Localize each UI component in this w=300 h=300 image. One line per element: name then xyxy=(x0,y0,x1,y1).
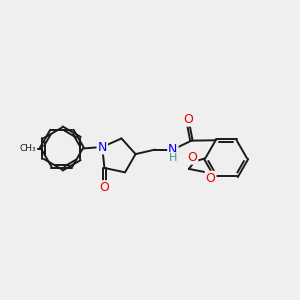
Text: O: O xyxy=(188,151,197,164)
Text: O: O xyxy=(100,181,110,194)
Text: O: O xyxy=(184,113,194,126)
Text: N: N xyxy=(168,143,178,156)
Text: H: H xyxy=(169,153,177,163)
Text: CH₃: CH₃ xyxy=(20,144,37,153)
Text: O: O xyxy=(206,172,216,185)
Text: N: N xyxy=(98,140,107,154)
